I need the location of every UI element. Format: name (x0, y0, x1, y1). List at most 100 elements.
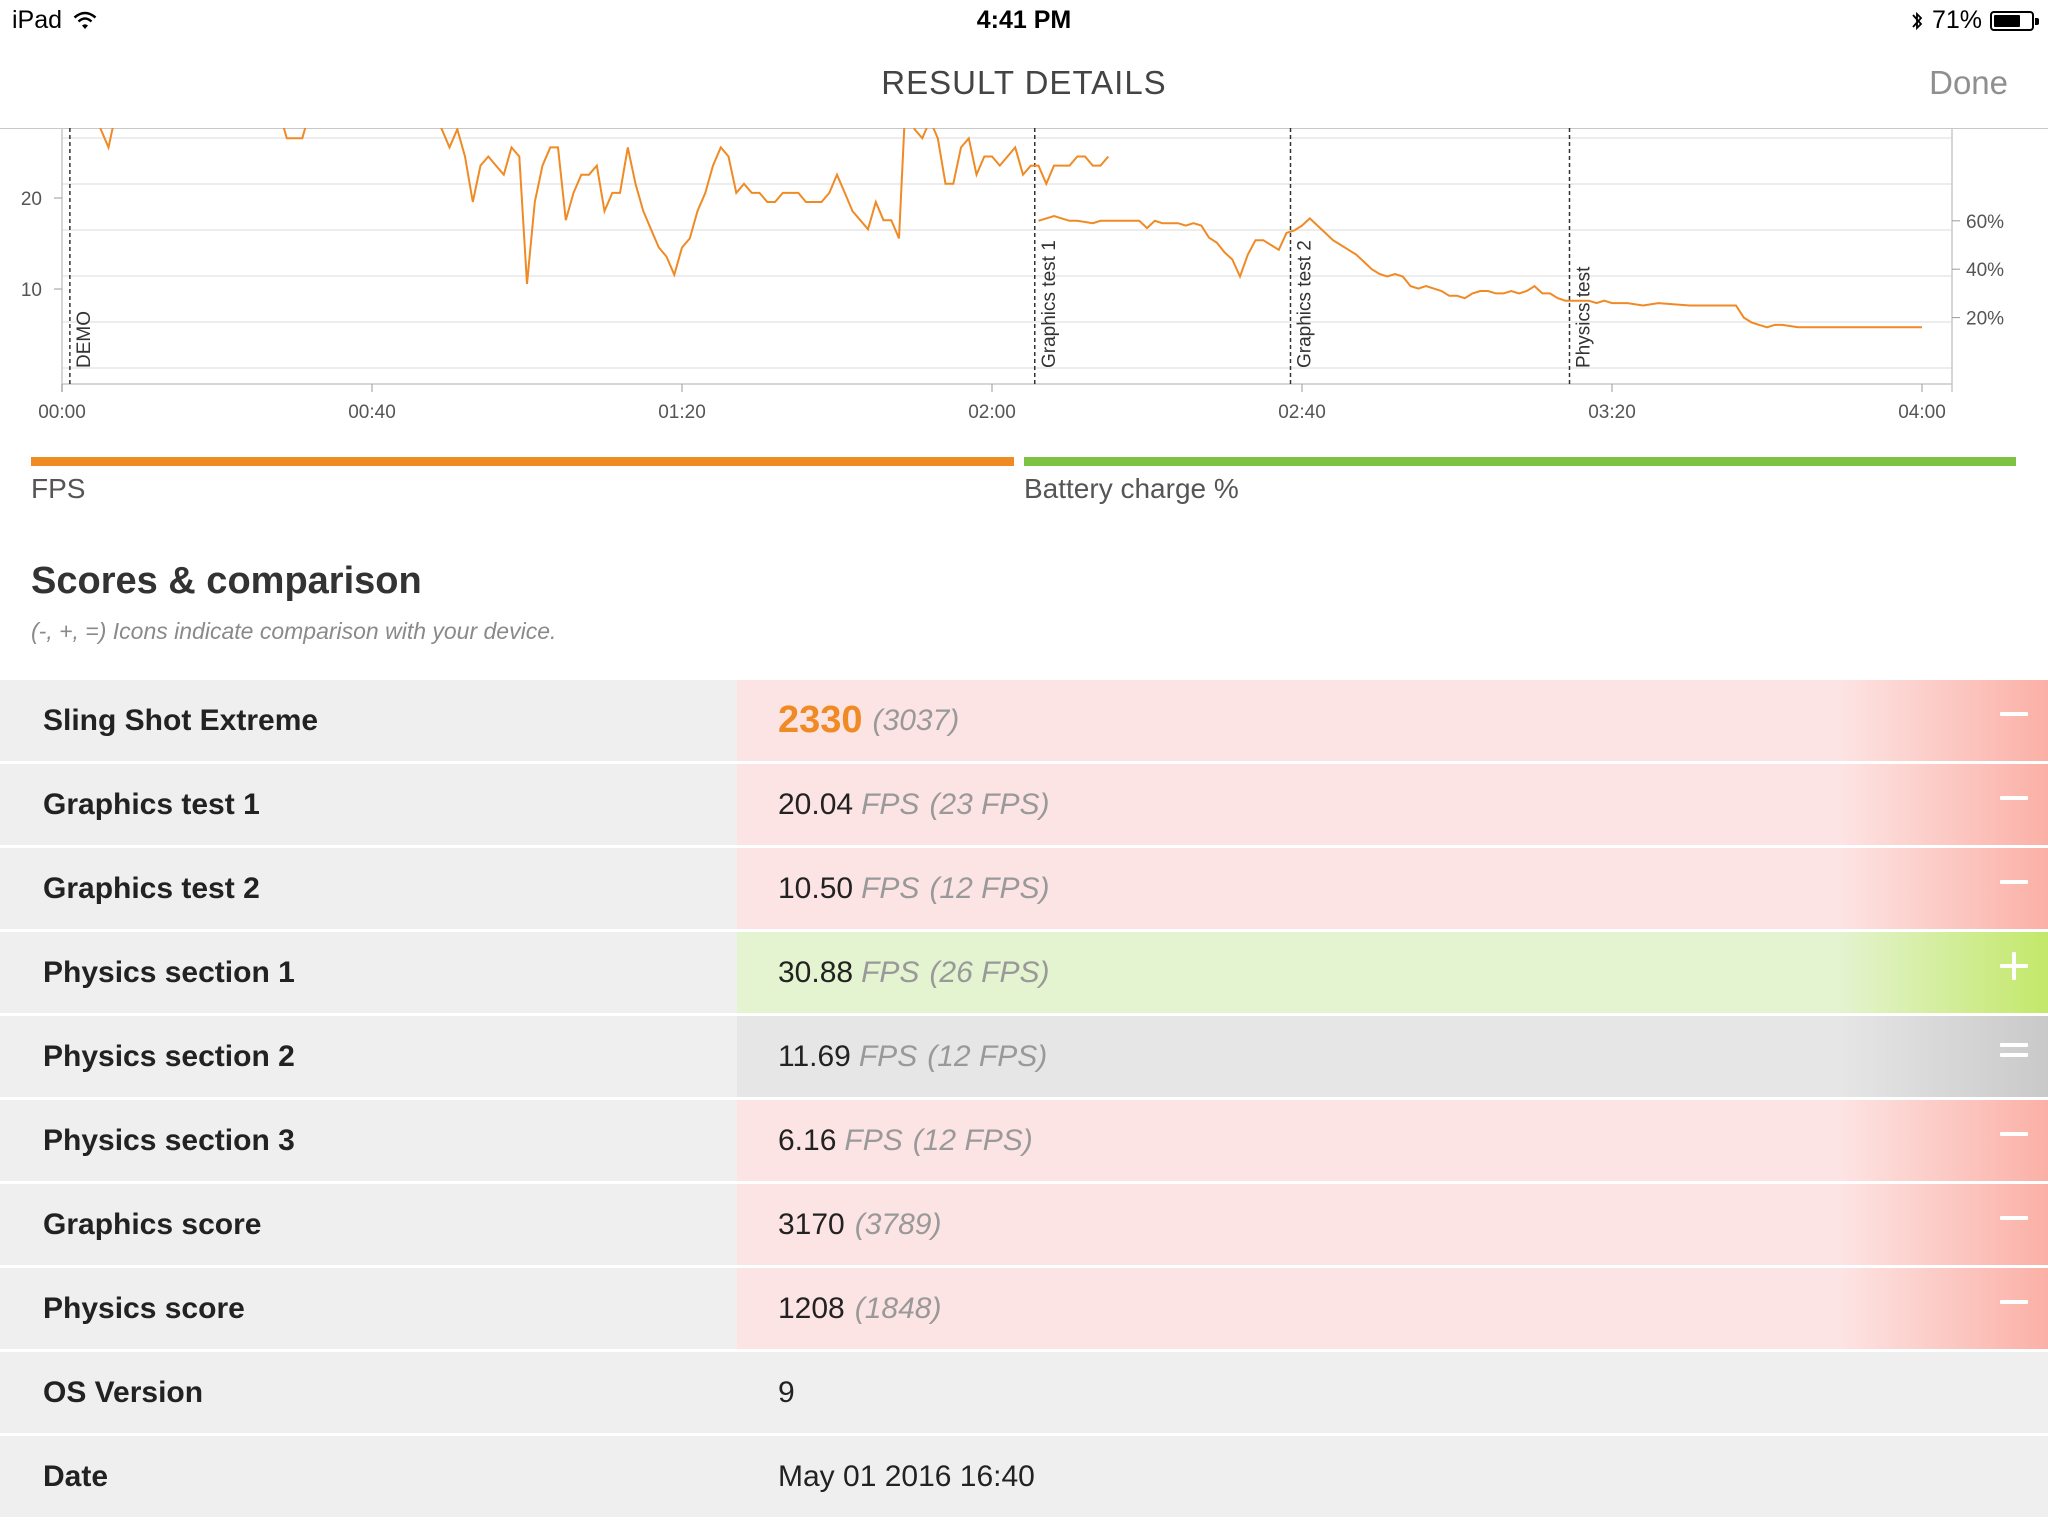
test-marker-label: Physics test (1574, 266, 1595, 368)
scores-title: Scores & comparison (31, 560, 422, 602)
score-row: Physics section 3 6.16 FPS (12 FPS) (0, 1100, 2048, 1181)
minus-icon (1998, 1118, 2030, 1150)
score-row: Date May 01 2016 16:40 (0, 1436, 2048, 1517)
y-tick-label: 10 (21, 280, 42, 301)
score-value: 11.69 (778, 1039, 851, 1073)
score-label: Sling Shot Extreme (0, 680, 737, 761)
status-left: iPad (12, 6, 98, 35)
x-tick-label: 03:20 (1588, 402, 1636, 423)
score-value-cell: 10.50 FPS (12 FPS) (737, 848, 2048, 929)
done-button[interactable]: Done (1929, 64, 2008, 101)
minus-icon (1998, 782, 2030, 814)
y-tick-label: 20 (21, 189, 42, 210)
score-label: Graphics score (0, 1184, 737, 1265)
battery-legend-bar (1024, 457, 2016, 466)
battery-icon (1990, 10, 2039, 31)
score-comparison: (12 FPS) (929, 871, 1050, 905)
device-name: iPad (12, 6, 63, 34)
score-label: Physics score (0, 1268, 737, 1349)
score-row: Graphics test 1 20.04 FPS (23 FPS) (0, 764, 2048, 845)
status-bar: iPad 4:41 PM 71% (0, 0, 2048, 40)
score-comparison: (12 FPS) (912, 1123, 1033, 1157)
minus-icon (1998, 866, 2030, 898)
score-comparison: (23 FPS) (929, 787, 1050, 821)
score-value-cell: 1208 (1848) (737, 1268, 2048, 1349)
score-label: Date (0, 1436, 737, 1517)
y2-tick-label: 40% (1966, 260, 2004, 281)
test-marker-label: Graphics test 1 (1039, 240, 1060, 368)
scores-subtitle: (-, +, =) Icons indicate comparison with… (31, 618, 557, 644)
score-value-cell: 3170 (3789) (737, 1184, 2048, 1265)
score-value-cell: 9 (737, 1352, 2048, 1433)
x-tick-label: 01:20 (658, 402, 706, 423)
score-value: 20.04 (778, 787, 854, 821)
score-comparison: (3037) (872, 703, 960, 737)
score-value-cell: 20.04 FPS (23 FPS) (737, 764, 2048, 845)
battery-legend-label: Battery charge % (1024, 473, 1239, 504)
score-comparison: (1848) (854, 1291, 942, 1325)
test-marker-label: Graphics test 2 (1295, 240, 1316, 368)
score-value: 6.16 (778, 1123, 837, 1157)
equals-icon (1998, 1034, 2030, 1066)
fps-battery-chart: 10 20 20% 40% 60% 00:00 00:40 01:20 02:00 02:40 03… (21, 128, 2004, 423)
battery-level (1994, 14, 2020, 27)
score-row: Physics section 2 11.69 FPS (12 FPS) (0, 1016, 2048, 1097)
score-label: Physics section 1 (0, 932, 737, 1013)
score-row: Sling Shot Extreme 2330 (3037) (0, 680, 2048, 761)
x-tick-label: 00:40 (348, 402, 396, 423)
plus-icon (1998, 950, 2030, 982)
test-marker-label: DEMO (74, 311, 95, 368)
score-row: OS Version 9 (0, 1352, 2048, 1433)
battery-percent: 71% (1931, 6, 1982, 34)
x-tick-label: 02:00 (968, 402, 1016, 423)
score-value: 30.88 (778, 955, 854, 989)
fps-legend-bar (31, 457, 1014, 466)
score-label: Graphics test 2 (0, 848, 737, 929)
score-unit: FPS (844, 1123, 903, 1157)
navigation-bar: RESULT DETAILS Done (0, 40, 2048, 129)
status-right: 71% (1910, 6, 2039, 35)
score-value-cell: May 01 2016 16:40 (737, 1436, 2048, 1517)
score-row: Graphics score 3170 (3789) (0, 1184, 2048, 1265)
y2-tick-label: 60% (1966, 212, 2004, 233)
score-value: May 01 2016 16:40 (778, 1459, 1035, 1493)
x-tick-label: 02:40 (1278, 402, 1326, 423)
bluetooth-icon (1912, 11, 1923, 30)
score-comparison: (26 FPS) (929, 955, 1050, 989)
score-value-cell: 30.88 FPS (26 FPS) (737, 932, 2048, 1013)
battery-tip (2035, 17, 2039, 25)
scores-table: Sling Shot Extreme 2330 (3037) Graphics tes… (0, 680, 2048, 1520)
score-value: 1208 (778, 1291, 845, 1325)
status-time: 4:41 PM (976, 6, 1072, 34)
score-value-cell: 6.16 FPS (12 FPS) (737, 1100, 2048, 1181)
page-title: RESULT DETAILS (881, 64, 1167, 101)
score-row: Graphics test 2 10.50 FPS (12 FPS) (0, 848, 2048, 929)
score-value: 2330 (778, 699, 863, 741)
minus-icon (1998, 698, 2030, 730)
score-value-cell: 2330 (3037) (737, 680, 2048, 761)
minus-icon (1998, 1286, 2030, 1318)
x-tick-label: 04:00 (1898, 402, 1946, 423)
score-row: Physics section 1 30.88 FPS (26 FPS) (0, 932, 2048, 1013)
score-label: OS Version (0, 1352, 737, 1433)
score-comparison: (3789) (854, 1207, 942, 1241)
fps-legend-label: FPS (31, 473, 86, 504)
minus-icon (1998, 1202, 2030, 1234)
score-label: Physics section 3 (0, 1100, 737, 1181)
score-comparison: (12 FPS) (927, 1039, 1048, 1073)
wifi-icon (73, 11, 97, 29)
score-value: 9 (778, 1375, 795, 1409)
battery-series-line (1038, 214, 1922, 329)
score-value: 3170 (778, 1207, 845, 1241)
score-unit: FPS (858, 1039, 918, 1073)
score-value-cell: 11.69 FPS (12 FPS) (737, 1016, 2048, 1097)
score-label: Graphics test 1 (0, 764, 737, 845)
score-unit: FPS (861, 871, 920, 905)
fps-series-line (99, 128, 1110, 284)
score-label: Physics section 2 (0, 1016, 737, 1097)
score-unit: FPS (861, 955, 920, 989)
y2-tick-label: 20% (1966, 309, 2004, 330)
x-tick-label: 00:00 (38, 402, 86, 423)
score-row: Physics score 1208 (1848) (0, 1268, 2048, 1349)
score-value: 10.50 (778, 871, 854, 905)
